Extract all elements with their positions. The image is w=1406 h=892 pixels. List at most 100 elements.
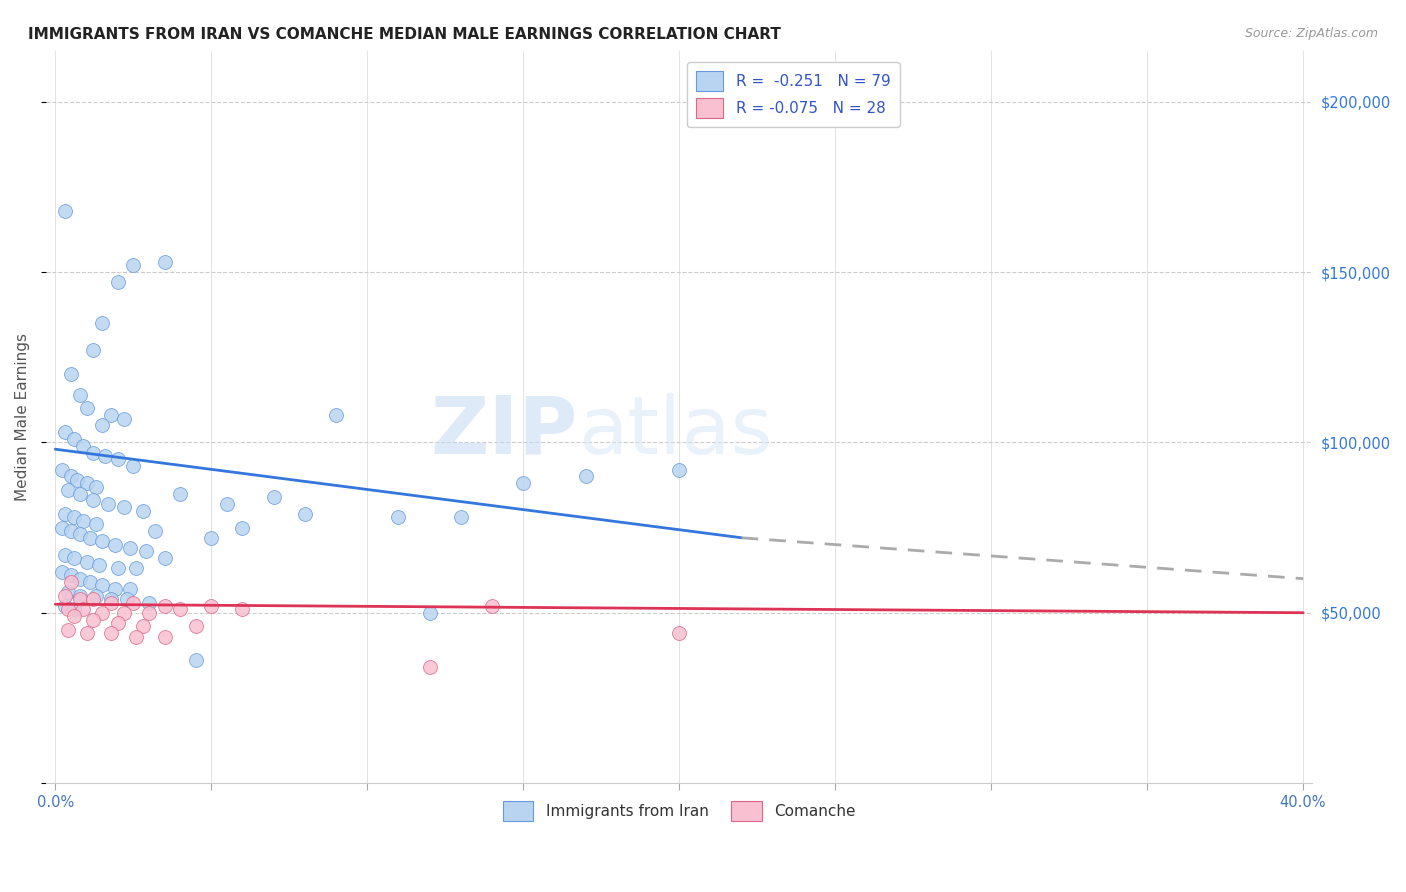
Text: ZIP: ZIP: [430, 392, 578, 470]
Text: IMMIGRANTS FROM IRAN VS COMANCHE MEDIAN MALE EARNINGS CORRELATION CHART: IMMIGRANTS FROM IRAN VS COMANCHE MEDIAN …: [28, 27, 780, 42]
Point: [325, 408, 347, 422]
Point: [112, 606, 135, 620]
Point: [59, 469, 82, 483]
Point: [115, 592, 138, 607]
Point: [56, 483, 79, 497]
Legend: Immigrants from Iran, Comanche: Immigrants from Iran, Comanche: [496, 795, 862, 827]
Point: [82, 613, 104, 627]
Point: [184, 619, 207, 633]
Point: [100, 592, 122, 607]
Point: [143, 524, 166, 538]
Point: [51, 463, 73, 477]
Point: [59, 524, 82, 538]
Point: [59, 568, 82, 582]
Point: [94, 449, 117, 463]
Point: [215, 497, 238, 511]
Point: [100, 626, 122, 640]
Point: [107, 275, 129, 289]
Point: [84, 589, 107, 603]
Point: [100, 408, 122, 422]
Point: [131, 503, 153, 517]
Point: [419, 606, 441, 620]
Point: [53, 589, 76, 603]
Point: [82, 343, 104, 358]
Point: [122, 595, 145, 609]
Point: [53, 425, 76, 440]
Point: [56, 623, 79, 637]
Point: [63, 510, 86, 524]
Point: [169, 486, 191, 500]
Point: [53, 507, 76, 521]
Point: [53, 599, 76, 613]
Point: [112, 411, 135, 425]
Point: [153, 630, 176, 644]
Point: [63, 609, 86, 624]
Point: [263, 490, 285, 504]
Point: [63, 602, 86, 616]
Point: [153, 255, 176, 269]
Point: [79, 575, 101, 590]
Point: [131, 619, 153, 633]
Point: [112, 500, 135, 515]
Point: [512, 476, 534, 491]
Point: [138, 606, 160, 620]
Point: [91, 578, 114, 592]
Text: atlas: atlas: [578, 392, 772, 470]
Point: [104, 538, 127, 552]
Point: [668, 463, 690, 477]
Point: [120, 541, 142, 555]
Point: [59, 575, 82, 590]
Point: [184, 653, 207, 667]
Point: [59, 368, 82, 382]
Point: [200, 599, 222, 613]
Point: [100, 595, 122, 609]
Point: [72, 439, 94, 453]
Point: [79, 531, 101, 545]
Point: [231, 520, 253, 534]
Point: [153, 599, 176, 613]
Point: [82, 592, 104, 607]
Point: [97, 497, 120, 511]
Point: [387, 510, 409, 524]
Point: [575, 469, 598, 483]
Point: [56, 585, 79, 599]
Point: [69, 592, 91, 607]
Point: [294, 507, 316, 521]
Point: [419, 660, 441, 674]
Point: [122, 459, 145, 474]
Point: [66, 473, 89, 487]
Point: [63, 432, 86, 446]
Point: [69, 527, 91, 541]
Point: [107, 452, 129, 467]
Point: [668, 626, 690, 640]
Point: [481, 599, 503, 613]
Point: [91, 606, 114, 620]
Point: [76, 401, 98, 416]
Point: [53, 203, 76, 218]
Point: [125, 561, 148, 575]
Point: [76, 476, 98, 491]
Text: Source: ZipAtlas.com: Source: ZipAtlas.com: [1244, 27, 1378, 40]
Point: [107, 615, 129, 630]
Point: [122, 258, 145, 272]
Point: [138, 595, 160, 609]
Point: [450, 510, 472, 524]
Point: [69, 388, 91, 402]
Point: [51, 565, 73, 579]
Point: [72, 602, 94, 616]
Point: [135, 544, 157, 558]
Point: [51, 520, 73, 534]
Point: [91, 418, 114, 433]
Point: [169, 602, 191, 616]
Point: [231, 602, 253, 616]
Point: [107, 561, 129, 575]
Point: [87, 558, 110, 572]
Point: [72, 514, 94, 528]
Point: [76, 626, 98, 640]
Y-axis label: Median Male Earnings: Median Male Earnings: [15, 333, 30, 501]
Point: [91, 316, 114, 330]
Point: [104, 582, 127, 596]
Point: [125, 630, 148, 644]
Point: [84, 480, 107, 494]
Point: [56, 602, 79, 616]
